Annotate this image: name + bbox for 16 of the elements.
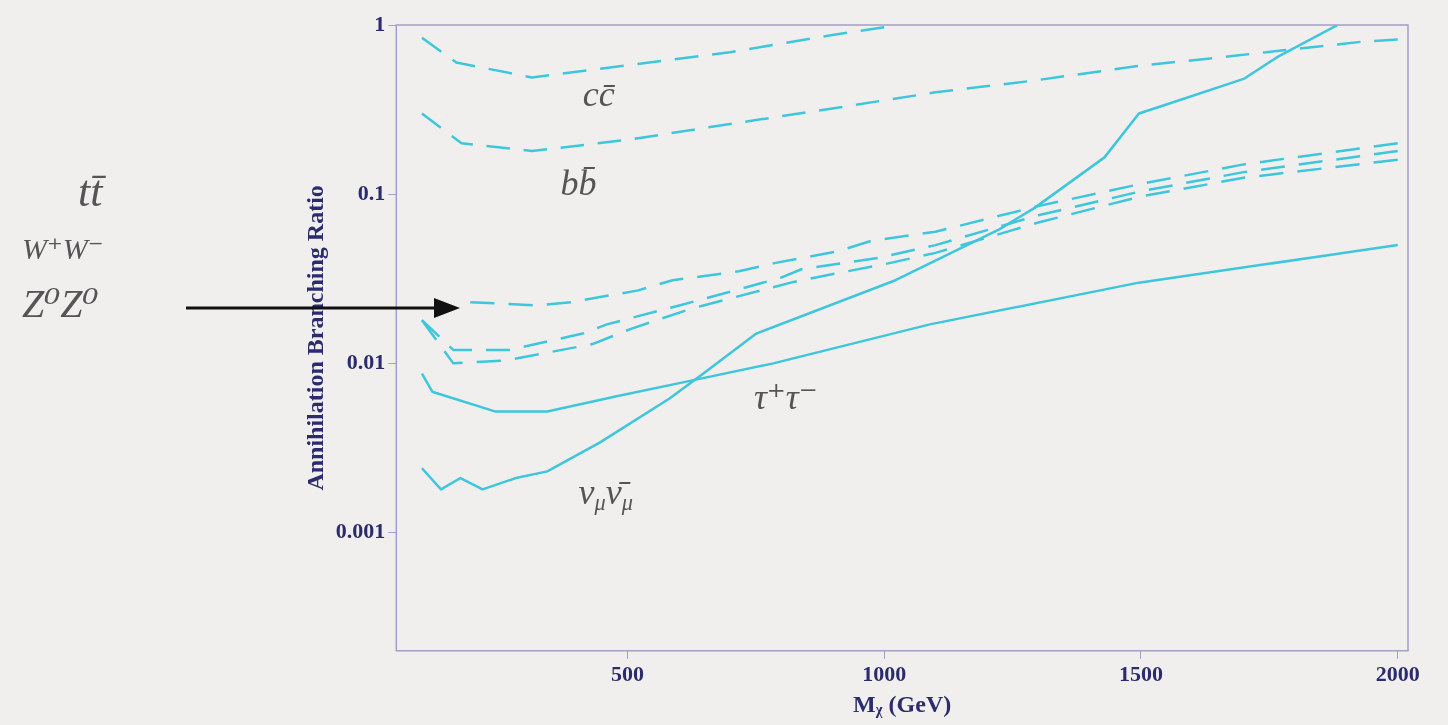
x-tick-label: 1000	[862, 660, 907, 686]
x-tick-label: 1500	[1118, 660, 1163, 686]
y-tick-label: 0.1	[357, 179, 386, 205]
annotation: τ⁺τ⁻	[753, 376, 818, 417]
text: W⁺W⁻	[22, 232, 104, 265]
annotation: cc̄	[582, 73, 616, 114]
annotation: bb̄	[560, 163, 597, 204]
x-tick-label: 2000	[1375, 660, 1420, 686]
y-tick-label: 0.001	[335, 518, 386, 544]
y-tick-label: 1	[374, 10, 386, 36]
y-axis-title: Annihilation Branching Ratio	[301, 185, 328, 491]
x-tick-label: 500	[610, 660, 644, 686]
line-series	[420, 25, 886, 79]
x-axis-title: Mᵪ (GeV)	[853, 690, 952, 718]
text: Z⁰Z⁰	[22, 281, 99, 326]
y-tick-label: 0.01	[346, 349, 386, 375]
